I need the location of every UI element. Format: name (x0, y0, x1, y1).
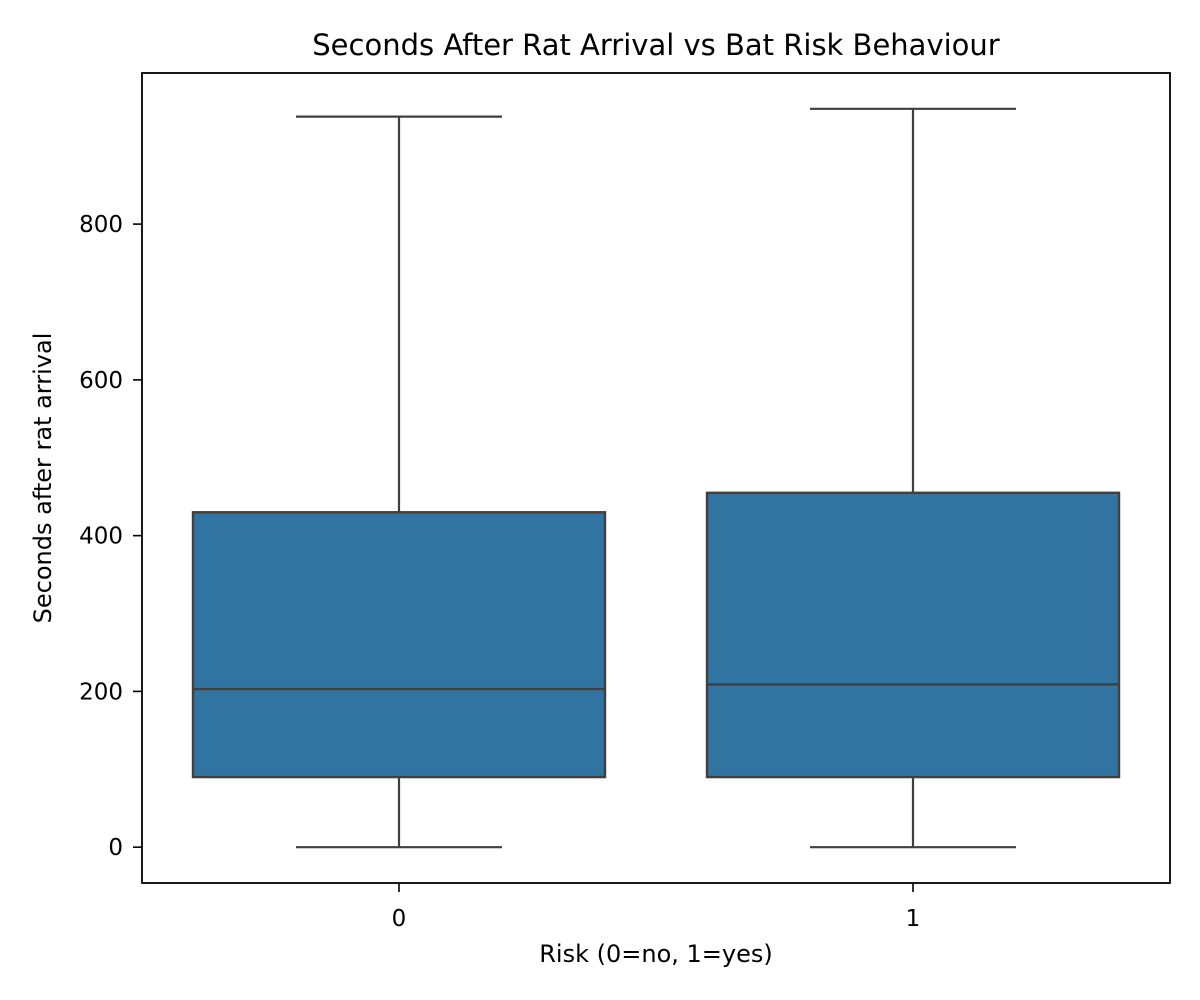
box-group-0 (191, 115, 607, 849)
y-tick-label: 800 (79, 212, 123, 238)
chart-title: Seconds After Rat Arrival vs Bat Risk Be… (312, 28, 1000, 62)
plot-elements: 0 200 400 600 800 0 1 (79, 72, 1171, 932)
plot-frame (141, 72, 1171, 884)
y-tick-label: 0 (108, 835, 123, 861)
y-tick-label: 400 (79, 524, 123, 550)
x-tick-label: 1 (906, 906, 921, 932)
y-tick-label: 600 (79, 368, 123, 394)
box-group-1 (705, 107, 1121, 849)
box (191, 511, 607, 779)
y-tick-label: 200 (79, 679, 123, 705)
x-axis-label: Risk (0=no, 1=yes) (539, 940, 772, 968)
y-axis-label: Seconds after rat arrival (29, 333, 57, 624)
x-tick-label: 0 (392, 906, 407, 932)
box (705, 491, 1121, 779)
